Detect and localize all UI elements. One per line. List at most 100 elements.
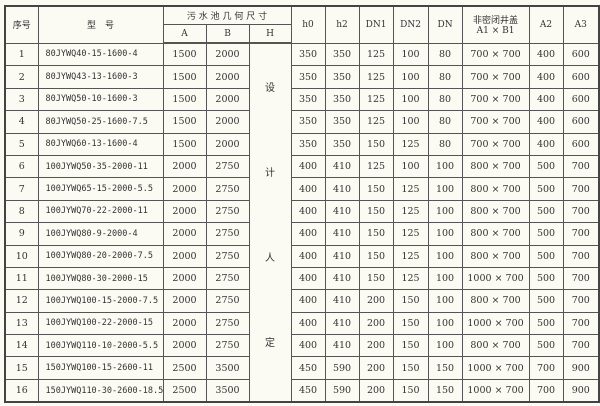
h-note: 设计人定 [250,44,290,384]
cell-h2: 350 [324,132,360,156]
cell-h2: 410 [324,311,360,336]
cell-seq: 4 [4,110,39,134]
cell-a: 1500 [162,87,207,112]
cell-cover: 800 × 700 [461,289,530,313]
cell-a2: 500 [528,311,564,336]
cell-cover: 800 × 700 [461,244,530,268]
table-row: 3 80JYWQ50-10-1600-3 1500 2000 350 350 125 100 8… [4,87,600,112]
cell-a: 2000 [162,222,207,246]
header-b: B [205,24,250,44]
cell-dn: 100 [427,199,463,224]
cell-a: 2000 [162,266,207,291]
cell-b: 2750 [205,177,250,201]
cell-model: 80JYWQ50-25-1600-7.5 [37,110,164,134]
cell-a: 1500 [162,110,207,134]
cell-a3: 700 [562,289,600,313]
header-dn1: DN1 [358,5,394,44]
cell-dn1: 125 [358,154,394,179]
cell-a: 2000 [162,177,207,201]
header-dn2: DN2 [392,5,429,44]
header-a3: A3 [562,5,600,44]
h-note-char: 人 [265,253,276,264]
cell-a3: 700 [562,311,600,336]
cell-a: 2000 [162,289,207,313]
cell-a3: 700 [562,266,600,291]
cell-cover: 700 × 700 [461,65,530,89]
cell-b: 2000 [205,132,250,156]
cell-model: 80JYWQ43-13-1600-3 [37,65,164,89]
header-cover-sub: A1 × B1 [476,26,515,37]
cell-a2: 400 [528,65,564,89]
cell-dn2: 100 [392,65,429,89]
header-dn: DN [427,5,463,44]
cell-cover: 800 × 700 [461,199,530,224]
cell-b: 2750 [205,244,250,268]
cell-b: 2750 [205,334,250,358]
cell-seq: 1 [4,42,39,67]
cell-cover: 800 × 700 [461,177,530,201]
header-cover-title: 非密闭井盖 [473,16,519,27]
cell-a2: 700 [528,378,564,403]
cell-a2: 500 [528,154,564,179]
cell-h0: 450 [290,378,326,403]
cell-h0: 400 [290,244,326,268]
cell-dn2: 150 [392,334,429,358]
cell-dn: 150 [427,378,463,403]
cell-a2: 500 [528,244,564,268]
cell-dn: 100 [427,311,463,336]
cell-h2: 350 [324,42,360,67]
header-pool-dims: 污 水 池 几 何 尺 寸 [162,5,292,25]
table-row: 4 80JYWQ50-25-1600-7.5 1500 2000 350 350 125 10… [4,110,600,134]
cell-dn: 80 [427,87,463,112]
cell-h0: 400 [290,154,326,179]
cell-a3: 700 [562,244,600,268]
cell-seq: 14 [4,334,39,358]
cell-cover: 800 × 700 [461,154,530,179]
header-seq: 序号 [4,5,39,44]
h-note-char: 计 [265,168,276,179]
cell-a3: 700 [562,222,600,246]
cell-h0: 400 [290,289,326,313]
cell-a3: 600 [562,87,600,112]
cell-a2: 400 [528,110,564,134]
cell-h2: 410 [324,334,360,358]
cell-model: 80JYWQ40-15-1600-4 [37,42,164,67]
table-row: 9 100JYWQ80-9-2000-4 2000 2750 400 410 150 125 1… [4,222,600,246]
cell-dn1: 200 [358,334,394,358]
cell-cover: 800 × 700 [461,334,530,358]
cell-a3: 600 [562,42,600,67]
cell-dn1: 200 [358,289,394,313]
cell-a: 2000 [162,199,207,224]
cell-dn: 80 [427,110,463,134]
cell-cover: 800 × 700 [461,222,530,246]
cell-a: 2500 [162,356,207,380]
cell-seq: 7 [4,177,39,201]
cell-dn: 100 [427,244,463,268]
cell-h0: 400 [290,222,326,246]
cell-dn2: 100 [392,87,429,112]
cell-dn2: 150 [392,378,429,403]
cell-a3: 600 [562,110,600,134]
cell-a2: 500 [528,289,564,313]
cell-dn1: 200 [358,311,394,336]
cell-a: 2000 [162,311,207,336]
cell-a2: 500 [528,177,564,201]
cell-a3: 700 [562,177,600,201]
cell-h2: 590 [324,378,360,403]
cell-dn1: 150 [358,132,394,156]
cell-seq: 9 [4,222,39,246]
table-row: 12 100JYWQ100-15-2000-7.5 2000 2750 400 410 20… [4,289,600,313]
table-row: 7 100JYWQ65-15-2000-5.5 2000 2750 400 410 150 1… [4,177,600,201]
cell-a3: 900 [562,378,600,403]
cell-a3: 600 [562,132,600,156]
cell-a: 2000 [162,154,207,179]
table-row: 1 80JYWQ40-15-1600-4 1500 2000 设计人定 350 350 125… [4,42,600,403]
header-model: 型 号 [37,5,164,44]
cell-dn1: 200 [358,378,394,403]
cell-model: 100JYWQ70-22-2000-11 [37,199,164,224]
cell-dn2: 150 [392,311,429,336]
cell-dn1: 150 [358,244,394,268]
cell-a: 2500 [162,378,207,403]
header-row-1: 序号 型 号 污 水 池 几 何 尺 寸 h0 h2 DN1 DN2 DN 非密… [4,5,600,44]
cell-dn1: 125 [358,87,394,112]
